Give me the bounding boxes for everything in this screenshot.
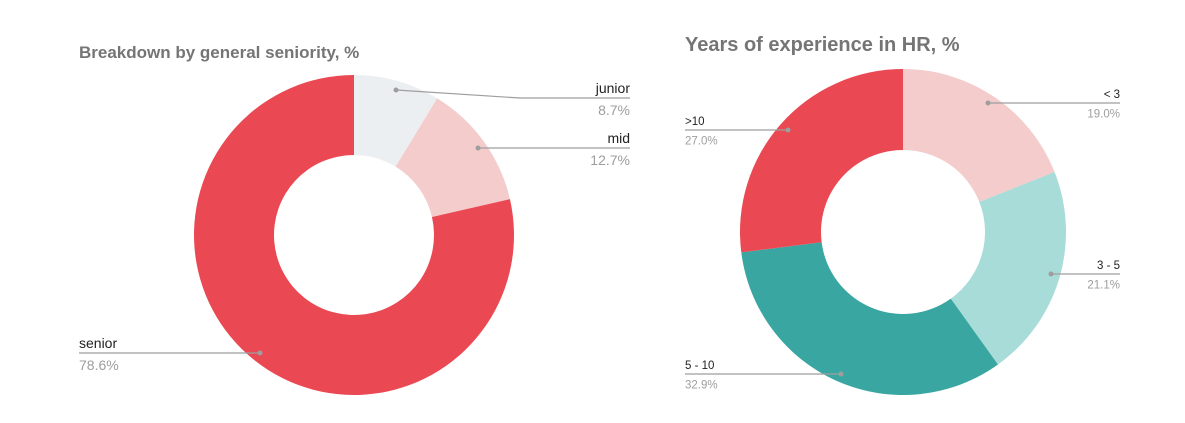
leader-dot-mid	[475, 145, 481, 151]
slice-value-lt-3: 19.0%	[1087, 109, 1120, 121]
slice-value-junior: 8.7%	[598, 102, 630, 118]
leader-dot-3-5	[1048, 271, 1054, 277]
slice-label-lt-3: < 3	[1104, 89, 1120, 101]
slice-label-senior: senior	[79, 335, 117, 351]
leader-dot-lt-3	[985, 100, 991, 106]
chart-title-experience: Years of experience in HR, %	[685, 34, 960, 56]
seniority-donut-chart: junior 8.7% mid 12.7% senior 78.6%	[79, 75, 630, 395]
slice-label-gt10: >10	[685, 116, 705, 128]
slice-label-5-10: 5 - 10	[685, 360, 714, 372]
slice-value-5-10: 32.9%	[685, 380, 718, 392]
leader-dot-senior	[257, 350, 263, 356]
slice-3-5[interactable]	[950, 171, 1066, 365]
slice-gt10[interactable]	[740, 69, 903, 253]
slice-label-3-5: 3 - 5	[1097, 260, 1120, 272]
slice-label-mid: mid	[607, 130, 630, 146]
leader-dot-5-10	[838, 371, 844, 377]
slice-value-mid: 12.7%	[590, 152, 630, 168]
slice-value-3-5: 21.1%	[1087, 280, 1120, 292]
slice-value-gt10: 27.0%	[685, 136, 718, 148]
leader-dot-gt10	[785, 127, 791, 133]
slice-value-senior: 78.6%	[79, 357, 119, 373]
leader-line-junior	[395, 89, 630, 99]
slice-mid[interactable]	[395, 98, 510, 218]
leader-dot-junior	[393, 87, 399, 93]
slice-5-10[interactable]	[741, 242, 998, 396]
slice-label-junior: junior	[595, 80, 631, 96]
slice-junior[interactable]	[354, 75, 438, 167]
slice-senior[interactable]	[193, 75, 514, 395]
slice-lt-3[interactable]	[903, 69, 1055, 202]
experience-donut-chart: < 3 19.0% 3 - 5 21.1% 5 - 10 32.9% >10 27.0%	[685, 69, 1120, 396]
chart-title-seniority: Breakdown by general seniority, %	[79, 43, 360, 62]
